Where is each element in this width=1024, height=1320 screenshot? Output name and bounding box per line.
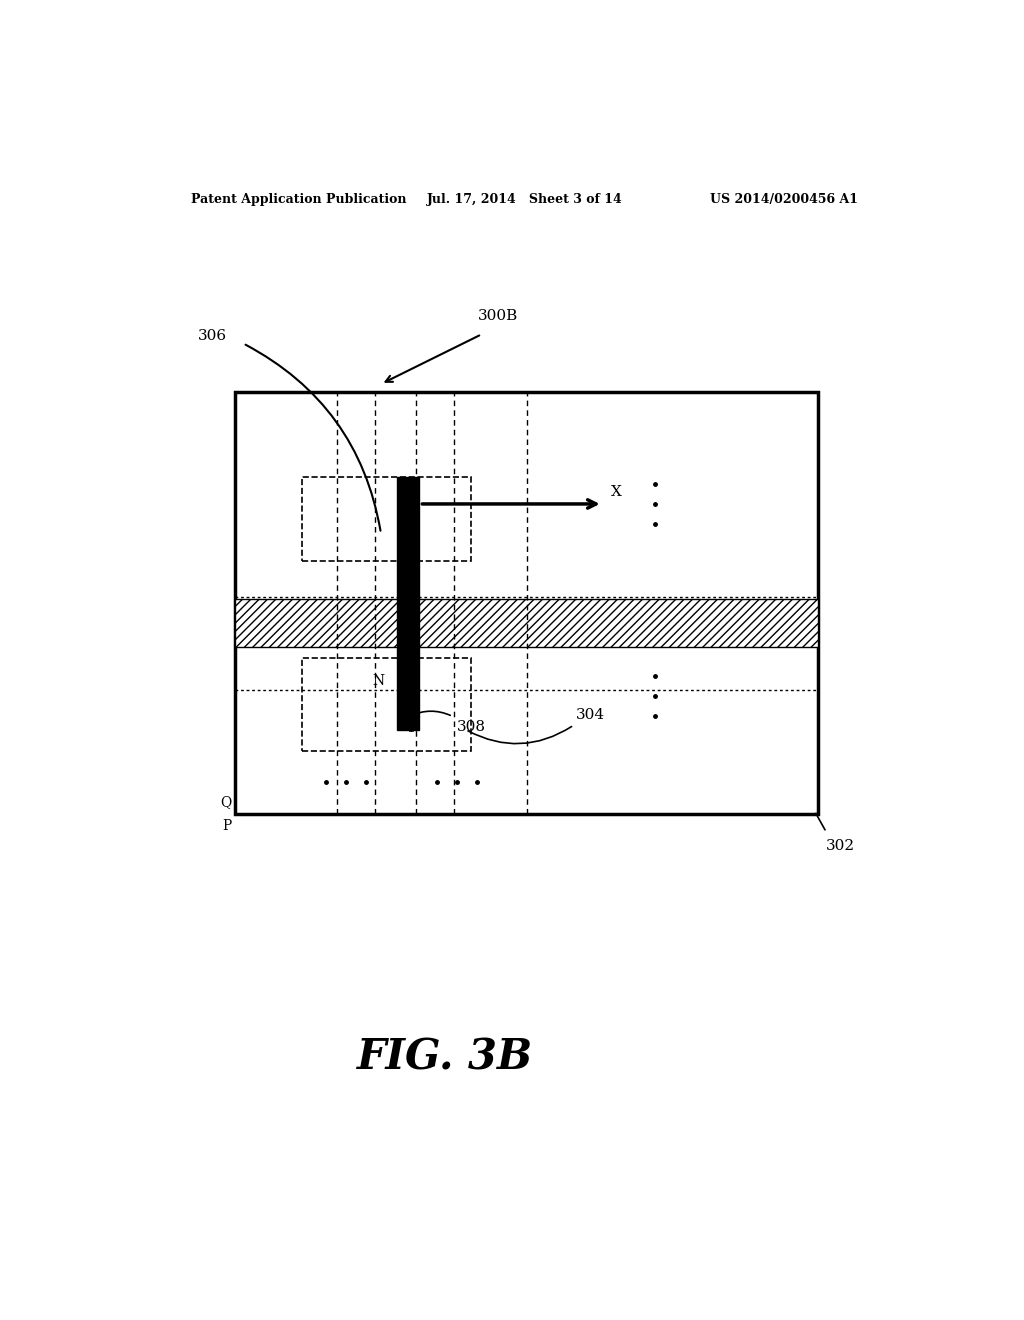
Bar (236, 599, 818, 647)
Bar (302, 657, 471, 751)
Text: Q: Q (220, 795, 231, 809)
Text: 304: 304 (575, 708, 605, 722)
Text: US 2014/0200456 A1: US 2014/0200456 A1 (710, 193, 858, 206)
Bar (236, 392, 818, 814)
Text: P: P (222, 818, 231, 833)
Bar (397, 477, 420, 730)
Text: FIG. 3B: FIG. 3B (357, 1038, 534, 1078)
Text: 308: 308 (457, 719, 485, 734)
Bar (302, 477, 471, 561)
Text: 1: 1 (407, 721, 415, 734)
Text: 306: 306 (198, 329, 227, 343)
Text: X: X (610, 484, 622, 499)
Text: Jul. 17, 2014   Sheet 3 of 14: Jul. 17, 2014 Sheet 3 of 14 (427, 193, 623, 206)
Text: Patent Application Publication: Patent Application Publication (191, 193, 407, 206)
Text: N: N (372, 675, 384, 688)
Text: 300B: 300B (477, 309, 518, 323)
Text: 302: 302 (826, 840, 855, 854)
